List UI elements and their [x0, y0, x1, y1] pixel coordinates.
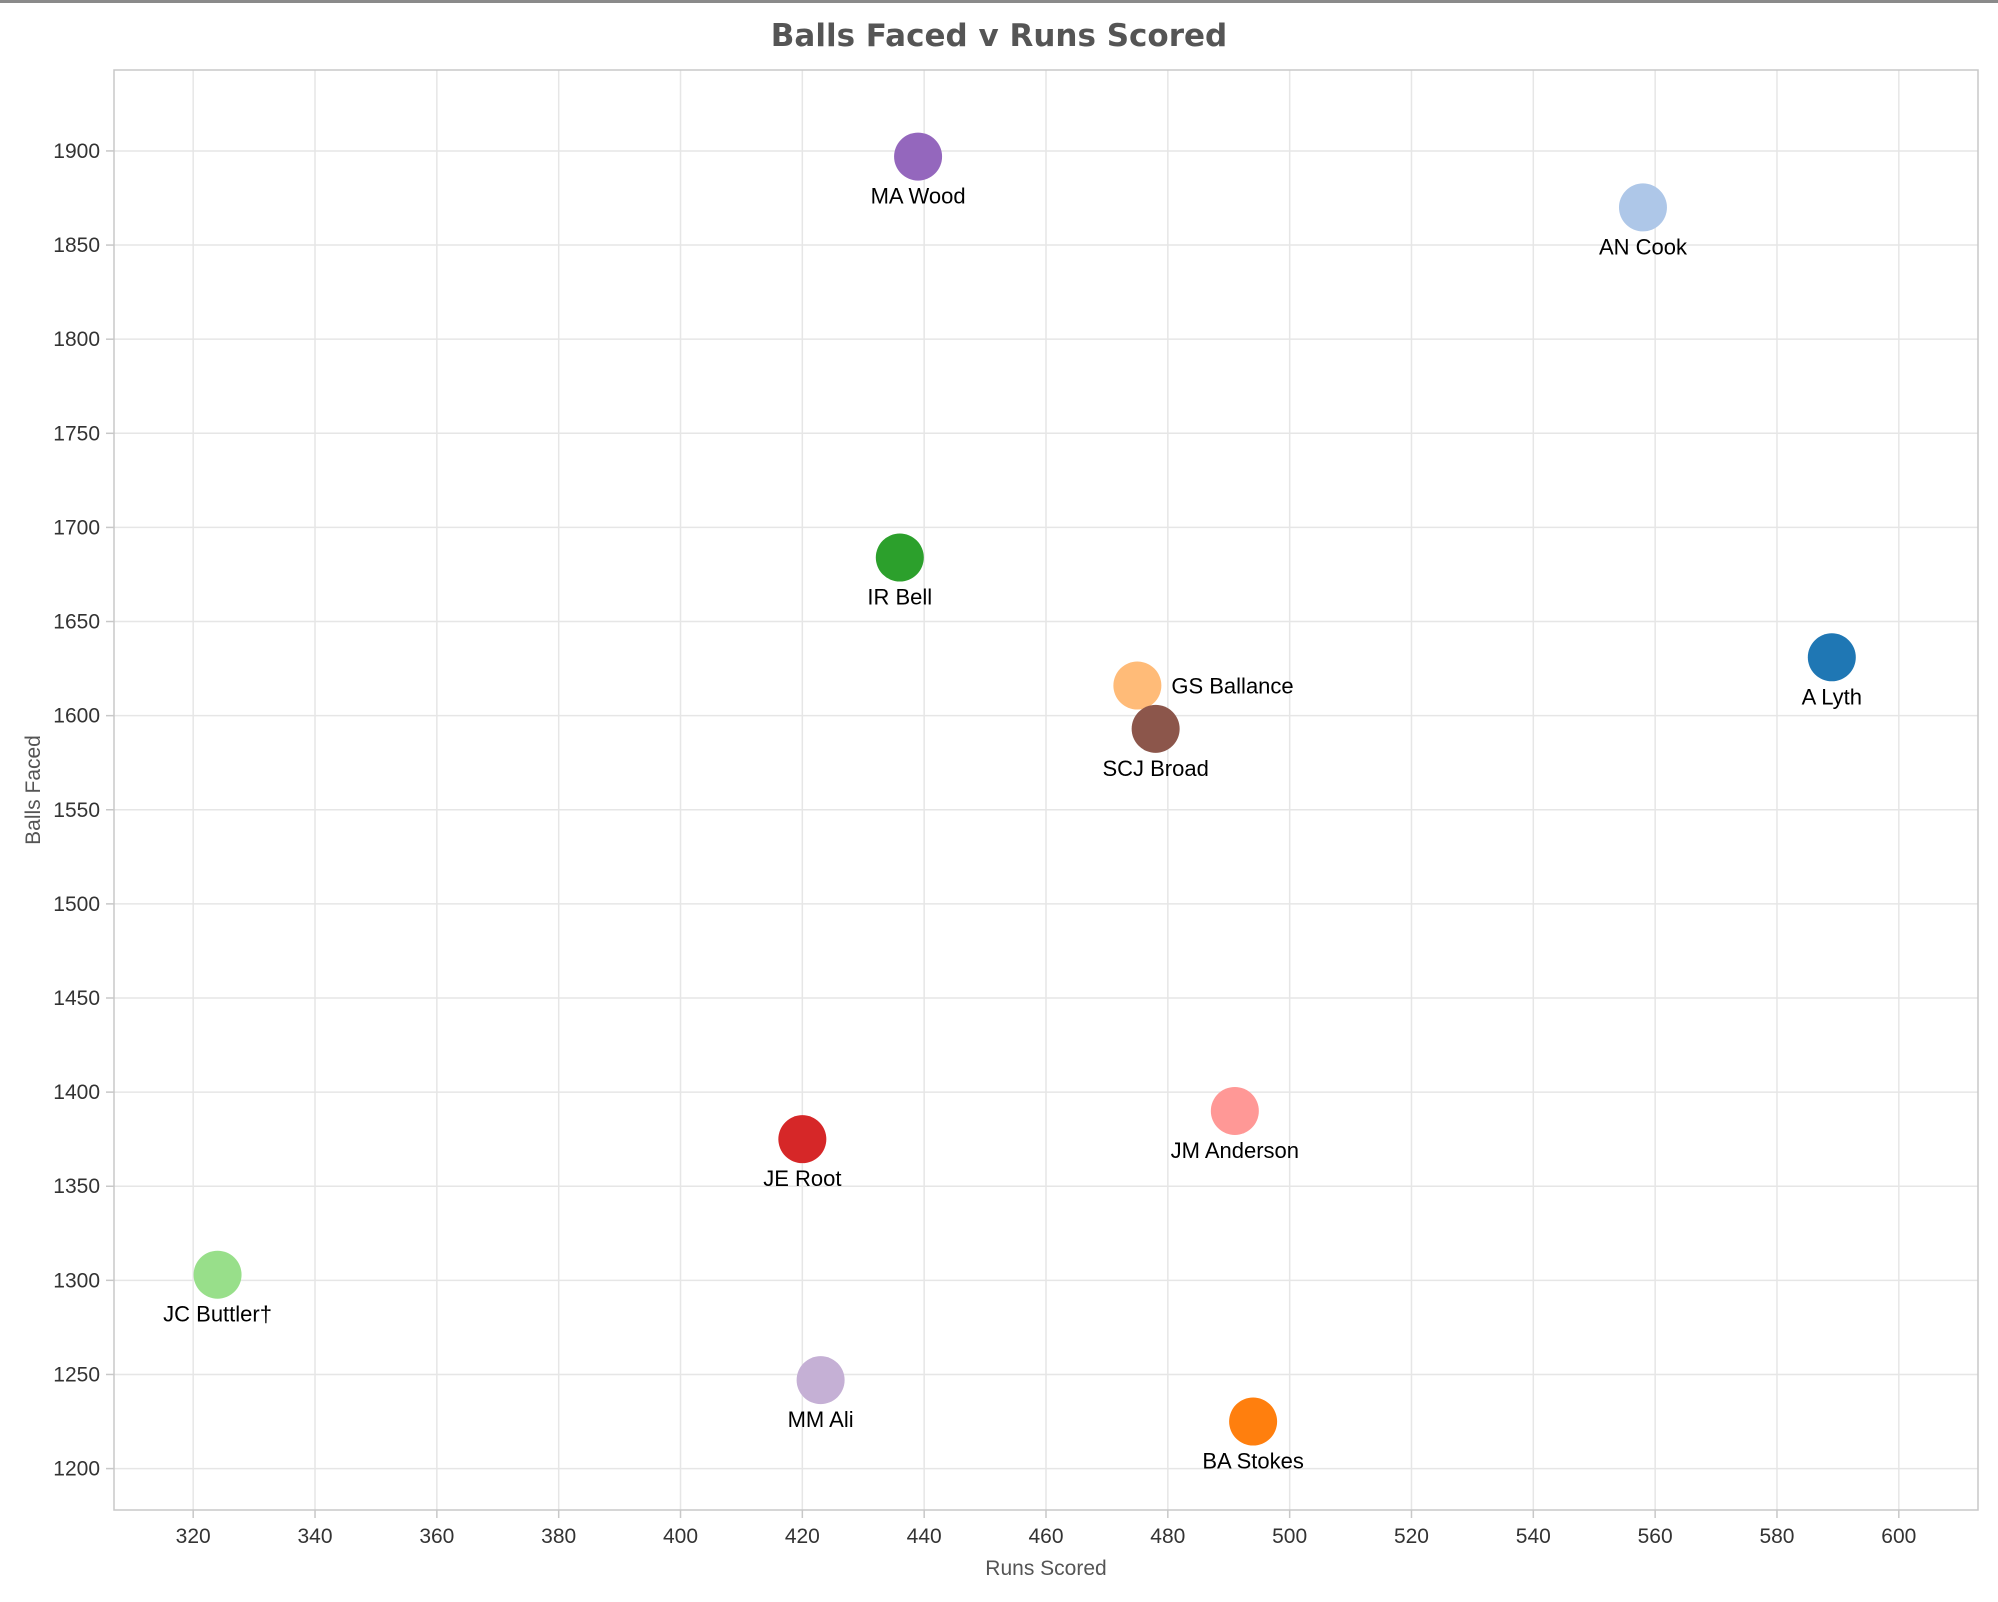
x-tick-label: 460	[1028, 1525, 1063, 1548]
point-jc-buttler	[193, 1250, 242, 1299]
point-label-scj-broad: SCJ Broad	[1102, 756, 1208, 781]
y-axis-title: Balls Faced	[22, 735, 45, 845]
x-tick-label: 380	[541, 1525, 576, 1548]
point-label-jm-anderson: JM Anderson	[1171, 1138, 1299, 1163]
x-tick-label: 600	[1881, 1525, 1916, 1548]
point-label-ir-bell: IR Bell	[867, 585, 932, 610]
point-label-an-cook: AN Cook	[1599, 234, 1688, 259]
point-label-mm-ali: MM Ali	[788, 1407, 854, 1432]
x-tick-label: 400	[663, 1525, 698, 1548]
point-label-gs-ballance: GS Ballance	[1171, 674, 1293, 699]
y-tick-label: 1500	[53, 893, 100, 916]
x-tick-label: 500	[1272, 1525, 1307, 1548]
x-tick-label: 420	[785, 1525, 820, 1548]
data-points	[193, 132, 1856, 1446]
point-ir-bell	[875, 533, 924, 582]
point-label-a-lyth: A Lyth	[1802, 684, 1862, 709]
y-tick-label: 1850	[53, 234, 100, 257]
point-ma-wood	[894, 132, 943, 181]
x-axis-ticks: 320 340 360 380 400 420 440 460 480 500 520 540 560 5…	[176, 1510, 1916, 1548]
y-tick-label: 1250	[53, 1363, 100, 1386]
y-tick-label: 1900	[53, 140, 100, 163]
y-tick-label: 1800	[53, 328, 100, 351]
y-tick-label: 1450	[53, 987, 100, 1010]
x-tick-label: 540	[1516, 1525, 1551, 1548]
grid	[114, 70, 1978, 1510]
point-labels: MA Wood AN Cook IR Bell A Lyth GS Ballance SC…	[163, 184, 1862, 1474]
y-tick-label: 1550	[53, 799, 100, 822]
point-label-ma-wood: MA Wood	[871, 184, 966, 209]
top-border	[0, 0, 1998, 3]
y-axis-ticks: 1200 1250 1300 1350 1400 1450 1500 1550 1600 1650…	[53, 140, 114, 1481]
point-ba-stokes	[1229, 1397, 1278, 1446]
y-tick-label: 1300	[53, 1269, 100, 1292]
x-tick-label: 520	[1394, 1525, 1429, 1548]
x-tick-label: 340	[297, 1525, 332, 1548]
y-tick-label: 1350	[53, 1175, 100, 1198]
point-mm-ali	[796, 1356, 845, 1405]
point-a-lyth	[1807, 633, 1856, 682]
point-label-je-root: JE Root	[763, 1166, 841, 1191]
x-tick-label: 580	[1759, 1525, 1794, 1548]
x-tick-label: 560	[1638, 1525, 1673, 1548]
y-tick-label: 1400	[53, 1081, 100, 1104]
y-tick-label: 1650	[53, 611, 100, 634]
x-tick-label: 440	[907, 1525, 942, 1548]
point-je-root	[778, 1115, 827, 1164]
y-tick-label: 1700	[53, 516, 100, 539]
point-label-ba-stokes: BA Stokes	[1202, 1449, 1304, 1474]
y-tick-label: 1600	[53, 705, 100, 728]
x-tick-label: 480	[1150, 1525, 1185, 1548]
x-tick-label: 320	[176, 1525, 211, 1548]
y-tick-label: 1750	[53, 422, 100, 445]
x-axis-title: Runs Scored	[985, 1557, 1106, 1580]
chart-title: Balls Faced v Runs Scored	[770, 18, 1228, 54]
point-scj-broad	[1131, 704, 1180, 753]
x-tick-label: 360	[419, 1525, 454, 1548]
point-gs-ballance	[1113, 661, 1162, 710]
point-jm-anderson	[1210, 1086, 1259, 1135]
point-an-cook	[1618, 183, 1667, 232]
y-tick-label: 1200	[53, 1458, 100, 1481]
point-label-jc-buttler: JC Buttler†	[163, 1302, 272, 1327]
